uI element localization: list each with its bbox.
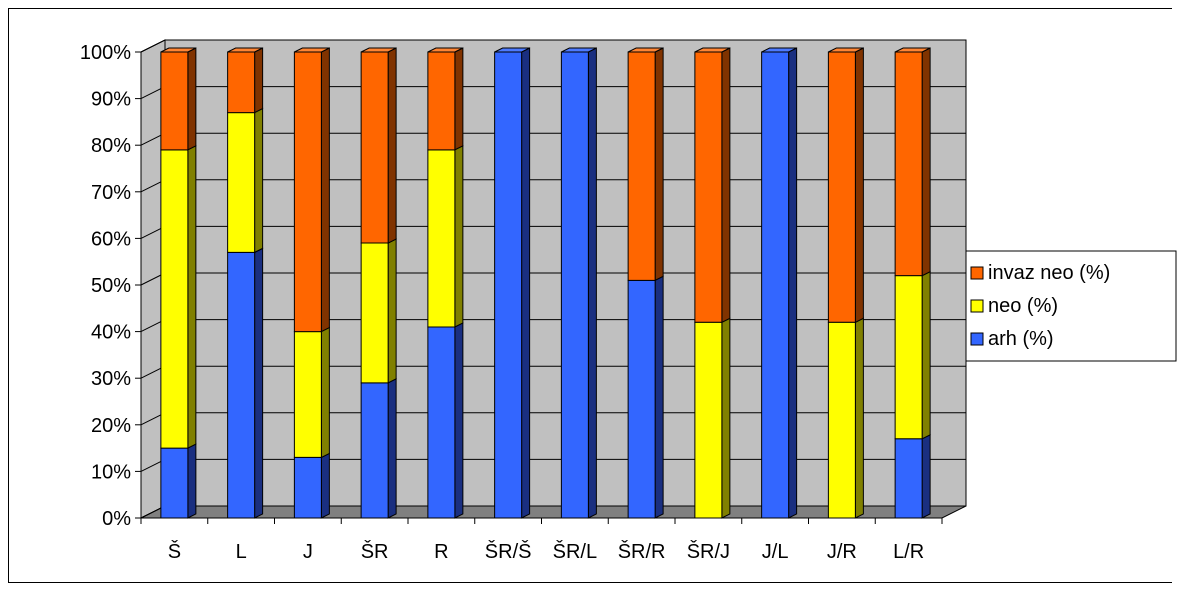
y-tick-label: 10% [91, 461, 131, 483]
bar-side-neo [721, 317, 731, 519]
bar-side-arh [320, 452, 330, 519]
bar-side-invaz-neo [721, 47, 731, 324]
x-tick-label: Š [168, 540, 181, 563]
bar-arh [427, 326, 456, 519]
bar-arh [160, 447, 189, 519]
bar-side-arh [654, 275, 664, 519]
bar-side-invaz-neo [654, 47, 664, 282]
x-tick-label: ŠR [361, 540, 389, 563]
bar-arh [627, 279, 656, 519]
bar-side-neo [187, 145, 197, 449]
x-tick-label: ŠR/Š [485, 540, 532, 563]
x-tick-label: L/R [893, 541, 924, 563]
bar-side-arh [921, 433, 931, 519]
bar-side-invaz-neo [854, 47, 864, 324]
bar-side-neo [454, 145, 464, 328]
x-tick-label: ŠR/L [553, 540, 597, 563]
bar-side-invaz-neo [921, 47, 931, 277]
bar-top-invaz-neo [360, 47, 397, 53]
y-tick-label: 80% [91, 135, 131, 157]
bar-side-neo [921, 270, 931, 440]
bar-arh [293, 456, 322, 519]
legend-swatch [970, 266, 984, 280]
bar-side-invaz-neo [254, 47, 264, 114]
bar-invaz-neo [894, 51, 923, 277]
bar-side-neo [854, 317, 864, 519]
bar-top-arh [561, 47, 597, 53]
legend [965, 250, 1177, 362]
bar-neo [227, 112, 256, 253]
y-tick-label: 50% [91, 275, 131, 297]
bar-side-neo [320, 326, 330, 459]
bar-side-arh [454, 322, 464, 519]
x-tick-label: ŠR/J [687, 540, 730, 563]
bar-invaz-neo [160, 51, 189, 151]
y-tick-label: 30% [91, 368, 131, 390]
bar-top-invaz-neo [627, 47, 664, 53]
bar-top-invaz-neo [294, 47, 330, 53]
bar-side-arh [521, 47, 531, 519]
x-tick-label: J/L [762, 541, 789, 563]
x-tick-label: J [303, 541, 313, 563]
x-tick-label: J/R [827, 541, 857, 563]
bar-arh [494, 51, 523, 519]
bar-invaz-neo [827, 51, 856, 323]
bar-invaz-neo [627, 51, 656, 281]
bar-side-neo [254, 107, 264, 254]
bar-neo [827, 321, 856, 519]
bar-top-invaz-neo [694, 47, 731, 53]
bar-side-invaz-neo [187, 47, 197, 151]
gridline-side [140, 39, 166, 53]
bar-side-arh [187, 443, 197, 519]
y-tick-label: 70% [91, 182, 131, 204]
bar-top-arh [761, 47, 797, 53]
legend-swatch [970, 332, 984, 346]
bar-invaz-neo [227, 51, 256, 114]
x-tick-label: R [434, 541, 448, 563]
y-tick-label: 0% [102, 508, 131, 530]
y-tick-label: 40% [91, 322, 131, 344]
bar-invaz-neo [694, 51, 723, 323]
y-tick-label: 90% [91, 89, 131, 111]
bar-side-arh [387, 378, 397, 519]
bar-invaz-neo [293, 51, 322, 333]
bar-invaz-neo [427, 51, 456, 151]
y-tick-label: 20% [91, 415, 131, 437]
bar-side-invaz-neo [387, 47, 397, 244]
bar-top-invaz-neo [894, 47, 931, 53]
bar-top-invaz-neo [427, 47, 464, 53]
bar-side-arh [587, 47, 597, 519]
chart-frame [8, 8, 1172, 583]
bar-arh [560, 51, 589, 519]
bar-neo [694, 321, 723, 519]
bar-top-invaz-neo [828, 47, 864, 53]
legend-label: arh (%) [988, 328, 1054, 350]
bar-top-arh [494, 47, 530, 53]
bar-side-invaz-neo [454, 47, 464, 151]
y-tick-label: 100% [80, 42, 131, 64]
y-tick-label: 60% [91, 228, 131, 250]
bar-arh [894, 438, 923, 519]
bar-neo [293, 331, 322, 458]
bar-top-invaz-neo [160, 47, 197, 53]
legend-label: invaz neo (%) [988, 262, 1110, 284]
bar-arh [227, 251, 256, 519]
bar-arh [761, 51, 790, 519]
legend-swatch [970, 299, 984, 313]
bar-side-neo [387, 238, 397, 384]
bar-neo [160, 149, 189, 449]
x-tick-label: ŠR/R [618, 540, 666, 563]
bar-top-invaz-neo [227, 47, 263, 53]
bar-invaz-neo [360, 51, 389, 244]
bar-arh [360, 382, 389, 519]
bar-neo [427, 149, 456, 328]
bar-side-arh [254, 247, 264, 519]
bar-side-invaz-neo [320, 47, 330, 333]
x-tick-label: L [236, 541, 247, 563]
bar-side-arh [788, 47, 798, 519]
bar-neo [360, 242, 389, 384]
legend-label: neo (%) [988, 295, 1058, 317]
bar-neo [894, 275, 923, 440]
